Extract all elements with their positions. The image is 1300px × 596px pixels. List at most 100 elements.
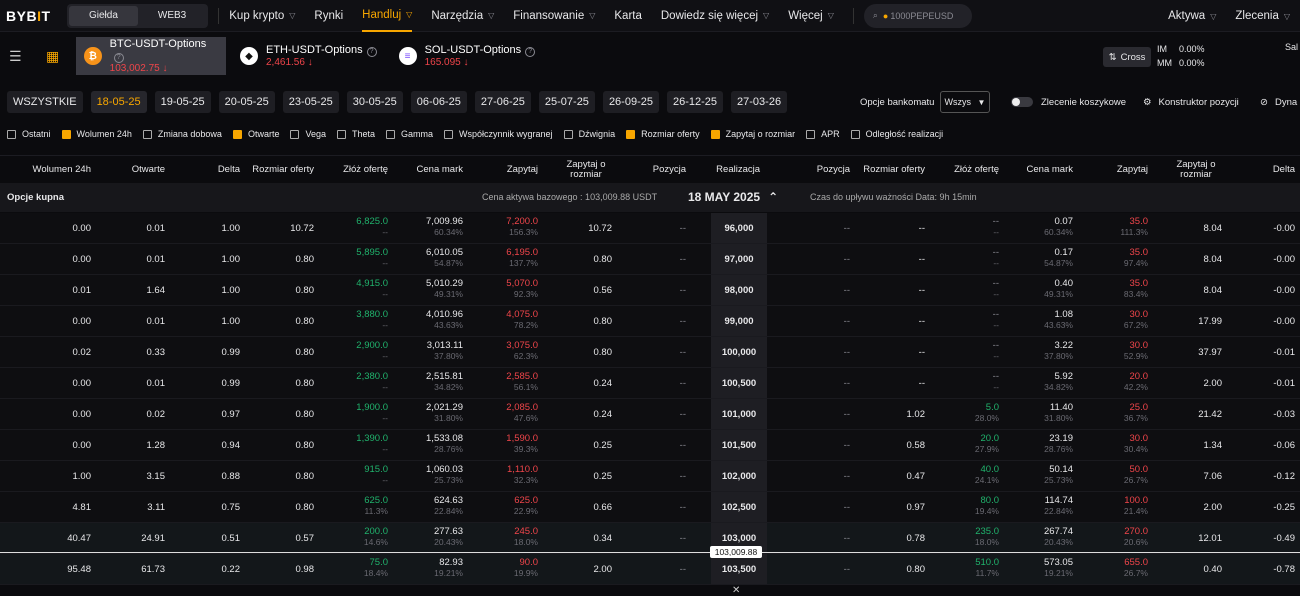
basket-order-toggle[interactable]: Zlecenie koszykowe <box>1011 91 1126 113</box>
column-checkbox[interactable]: Theta <box>336 129 375 139</box>
cell-pmark[interactable]: 0.40 49.31% <box>1010 278 1073 304</box>
date-tab[interactable]: 26-12-25 <box>666 91 724 113</box>
col-put-delta[interactable]: Delta <box>1272 164 1295 175</box>
cell-ask[interactable]: 245.0 18.0% <box>480 526 538 552</box>
cell-ask[interactable]: 2,585.0 56.1% <box>480 371 538 397</box>
col-delta[interactable]: Delta <box>217 164 240 175</box>
expiry-date[interactable]: 18 MAY 2025 ⌃ <box>688 190 779 204</box>
margin-mode-button[interactable]: ⇅ Cross <box>1103 47 1151 67</box>
cell-pbid[interactable]: -- -- <box>940 340 999 366</box>
nav-more[interactable]: Więcej ▽ <box>788 9 834 22</box>
nav-orders[interactable]: Zlecenia ▽ <box>1235 10 1290 22</box>
cell-mark[interactable]: 4,010.96 43.63% <box>400 309 463 335</box>
nav-trade[interactable]: Handluj ▽ <box>362 0 413 32</box>
col-put-bid-size[interactable]: Rozmiar oferty <box>863 164 925 175</box>
cell-pask[interactable]: 35.0 111.3% <box>1090 216 1148 242</box>
col-ask-size[interactable]: Zapytaj o rozmiar <box>566 159 606 180</box>
table-row[interactable]: 0.00 1.28 0.94 0.80 0.25 -- -- 0.58 1.34 -0.06 1,3… <box>0 430 1300 461</box>
cell-ask[interactable]: 4,075.0 78.2% <box>480 309 538 335</box>
cell-ask[interactable]: 1,590.0 39.3% <box>480 433 538 459</box>
column-checkbox[interactable]: Otwarte <box>232 129 279 139</box>
checkbox-icon[interactable] <box>710 129 720 139</box>
cell-bid[interactable]: 4,915.0 -- <box>320 278 388 304</box>
cell-bid[interactable]: 5,895.0 -- <box>320 247 388 273</box>
cell-bid[interactable]: 1,390.0 -- <box>320 433 388 459</box>
date-tab[interactable]: 27-06-25 <box>474 91 531 113</box>
cell-ask[interactable]: 625.0 22.9% <box>480 495 538 521</box>
checkbox-icon[interactable] <box>850 129 860 139</box>
checkbox-icon[interactable] <box>232 129 242 139</box>
column-checkbox[interactable]: Wolumen 24h <box>61 129 132 139</box>
table-row[interactable]: 40.47 24.91 0.51 0.57 0.34 -- -- 0.78 12.01 -0.49… <box>0 523 1300 554</box>
cell-mark[interactable]: 82.93 19.21% <box>400 557 463 583</box>
cell-pbid[interactable]: 20.0 27.9% <box>940 433 999 459</box>
table-row[interactable]: 0.00 0.02 0.97 0.80 0.24 -- -- 1.02 21.42 -0.03 1,… <box>0 399 1300 430</box>
position-builder[interactable]: ⚙ Konstruktor pozycji <box>1143 96 1239 108</box>
cell-pask[interactable]: 20.0 42.2% <box>1090 371 1148 397</box>
cell-pmark[interactable]: 1.08 43.63% <box>1010 309 1073 335</box>
nav-card[interactable]: Karta <box>614 9 642 22</box>
nav-tools[interactable]: Narzędzia ▽ <box>431 9 495 22</box>
cell-bid[interactable]: 3,880.0 -- <box>320 309 388 335</box>
cell-pbid[interactable]: 80.0 19.4% <box>940 495 999 521</box>
cell-ask[interactable]: 90.0 19.9% <box>480 557 538 583</box>
cell-pbid[interactable]: 40.0 24.1% <box>940 464 999 490</box>
cell-pmark[interactable]: 3.22 37.80% <box>1010 340 1073 366</box>
cell-bid[interactable]: 915.0 -- <box>320 464 388 490</box>
checkbox-icon[interactable] <box>290 129 300 139</box>
tab-web3[interactable]: WEB3 <box>157 9 187 21</box>
checkbox-icon[interactable] <box>386 129 395 139</box>
cell-pmark[interactable]: 5.92 34.82% <box>1010 371 1073 397</box>
cell-mark[interactable]: 1,533.08 28.76% <box>400 433 463 459</box>
cell-ask[interactable]: 1,110.0 32.3% <box>480 464 538 490</box>
cell-pbid[interactable]: -- -- <box>940 278 999 304</box>
cell-pask[interactable]: 30.0 67.2% <box>1090 309 1148 335</box>
date-tab[interactable]: 30-05-25 <box>346 91 403 113</box>
cell-pbid[interactable]: -- -- <box>940 309 999 335</box>
cell-pbid[interactable]: 235.0 18.0% <box>940 526 999 552</box>
cell-bid[interactable]: 1,900.0 -- <box>320 402 388 428</box>
checkbox-icon[interactable] <box>7 129 16 139</box>
column-checkbox[interactable]: Vega <box>290 129 326 139</box>
cell-mark[interactable]: 3,013.11 37.80% <box>400 340 463 366</box>
cell-pbid[interactable]: 5.0 28.0% <box>940 402 999 428</box>
cell-pask[interactable]: 30.0 30.4% <box>1090 433 1148 459</box>
table-row[interactable]: 4.81 3.11 0.75 0.80 0.66 -- -- 0.97 2.00 -0.25 625… <box>0 492 1300 523</box>
col-put-ask[interactable]: Zapytaj <box>1116 164 1148 175</box>
col-bid-size[interactable]: Rozmiar oferty <box>252 164 314 175</box>
cell-pask[interactable]: 270.0 20.6% <box>1090 526 1148 552</box>
cell-bid[interactable]: 2,900.0 -- <box>320 340 388 366</box>
col-open-interest[interactable]: Otwarte <box>131 164 165 175</box>
column-checkbox[interactable]: Gamma <box>386 129 433 139</box>
date-tab[interactable]: 27-03-26 <box>731 91 788 113</box>
cell-mark[interactable]: 624.63 22.84% <box>400 495 463 521</box>
cell-pbid[interactable]: -- -- <box>940 216 999 242</box>
asset-tab-btc[interactable]: ₿ BTC-USDT-Options? 103,002.75 ↓ <box>76 37 226 75</box>
cell-pbid[interactable]: 510.0 11.7% <box>940 557 999 583</box>
cell-ask[interactable]: 6,195.0 137.7% <box>480 247 538 273</box>
nav-markets[interactable]: Rynki <box>314 9 344 22</box>
atm-options-select[interactable]: Wszys ▼ <box>940 91 991 113</box>
col-mark[interactable]: Cena mark <box>416 164 463 175</box>
col-position[interactable]: Pozycja <box>652 164 686 175</box>
cell-mark[interactable]: 2,021.29 31.80% <box>400 402 463 428</box>
col-put-position[interactable]: Pozycja <box>816 164 850 175</box>
cell-pask[interactable]: 50.0 26.7% <box>1090 464 1148 490</box>
column-checkbox[interactable]: Współczynnik wygranej <box>444 129 553 139</box>
checkbox-icon[interactable] <box>336 129 346 139</box>
cell-bid[interactable]: 625.0 11.3% <box>320 495 388 521</box>
cell-ask[interactable]: 2,085.0 47.6% <box>480 402 538 428</box>
table-row[interactable]: 0.00 0.01 1.00 0.80 0.80 -- -- -- 17.99 -0.00 3,88… <box>0 306 1300 337</box>
date-tab[interactable]: 18-05-25 <box>90 91 147 113</box>
cell-bid[interactable]: 200.0 14.6% <box>320 526 388 552</box>
cell-mark[interactable]: 7,009.96 60.34% <box>400 216 463 242</box>
cell-pask[interactable]: 35.0 83.4% <box>1090 278 1148 304</box>
checkbox-icon[interactable] <box>444 129 454 139</box>
table-row[interactable]: 0.02 0.33 0.99 0.80 0.80 -- -- -- 37.97 -0.01 2,90… <box>0 337 1300 368</box>
bybit-logo[interactable]: BYBIT <box>6 7 51 24</box>
table-row[interactable]: 0.00 0.01 0.99 0.80 0.24 -- -- -- 2.00 -0.01 2,380… <box>0 368 1300 399</box>
date-tab[interactable]: 25-07-25 <box>538 91 595 113</box>
asset-tab-eth[interactable]: ◆ ETH-USDT-Options? 2,461.56 ↓ <box>232 37 385 75</box>
cell-pbid[interactable]: -- -- <box>940 247 999 273</box>
column-checkbox[interactable]: Rozmiar oferty <box>626 129 700 139</box>
